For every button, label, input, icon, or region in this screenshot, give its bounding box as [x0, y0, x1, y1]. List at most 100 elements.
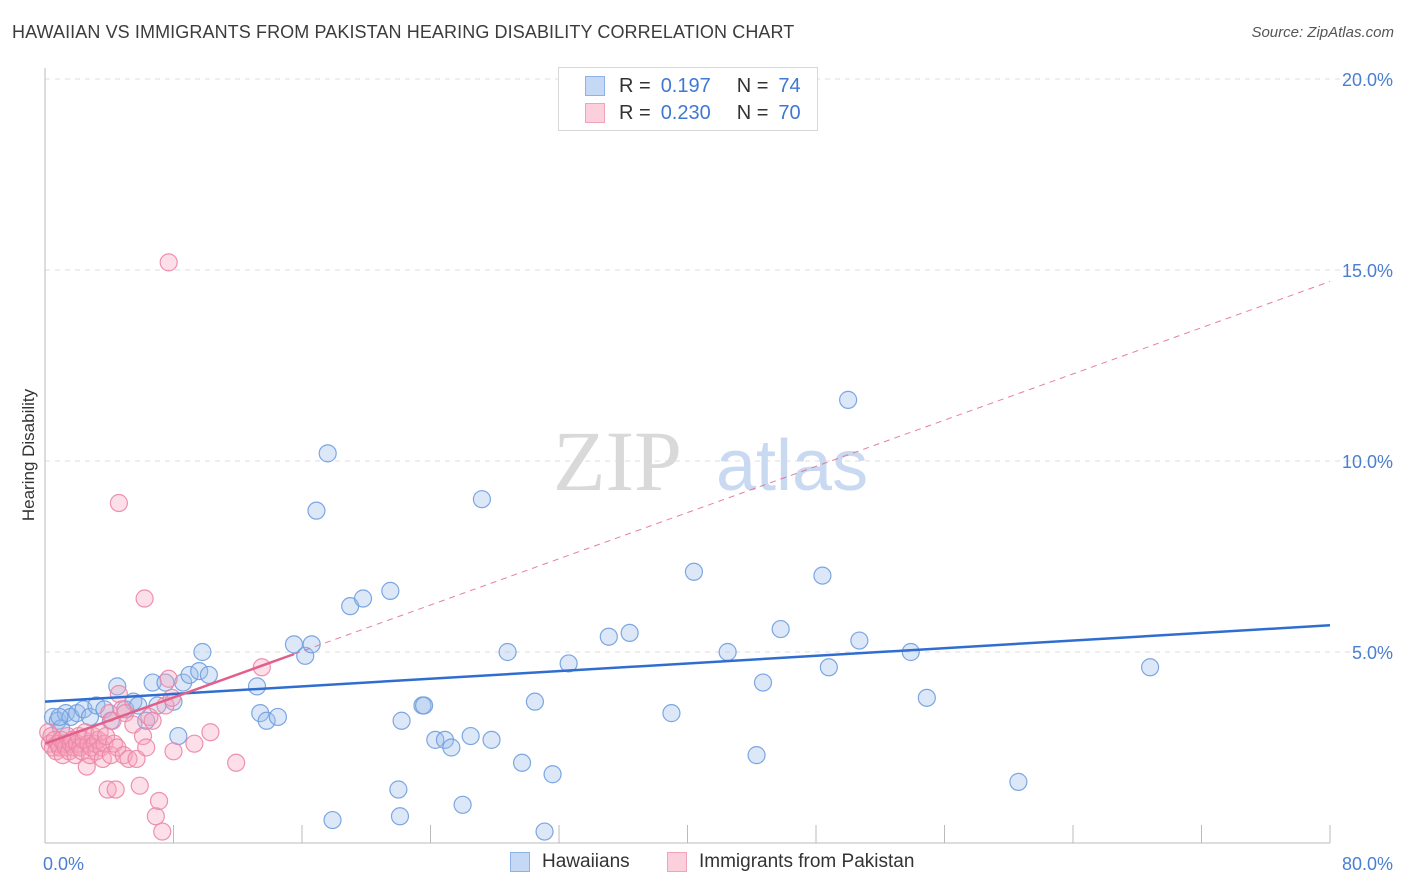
legend-n-value: 70 [778, 101, 801, 124]
pakistan-point [108, 738, 127, 757]
trend-lines [44, 280, 1331, 745]
hawaiians-point [559, 654, 578, 673]
hawaiians-point [535, 822, 554, 841]
hawaiians-point [442, 738, 461, 757]
legend-n-label: N = [736, 101, 769, 124]
hawaiians-point [543, 765, 562, 784]
x-tick-label: 80.0% [1342, 854, 1393, 874]
hawaiians-point [247, 677, 267, 696]
bottom-legend-label: Immigrants from Pakistan [699, 851, 915, 872]
hawaiians-point [747, 746, 766, 765]
hawaiians-point [512, 753, 532, 772]
hawaiians-point [771, 619, 790, 639]
watermark-atlas: atlas [716, 426, 868, 506]
hawaiians-point [414, 696, 434, 715]
hawaiians-point [850, 631, 869, 650]
hawaiians-point [307, 501, 326, 520]
legend-r-label: R = [619, 101, 651, 124]
pakistan-point [133, 726, 153, 746]
hawaiians-point [662, 704, 681, 723]
pakistan-point [146, 807, 165, 826]
hawaiians-point [169, 726, 188, 746]
watermark-zip: ZIP [553, 413, 682, 509]
hawaiians-point [453, 795, 472, 814]
pakistan-point [159, 669, 178, 688]
pakistan-point [135, 589, 154, 608]
hawaiians-point [284, 635, 304, 654]
hawaiians-point [174, 673, 193, 692]
hawaiians-point [318, 444, 337, 463]
hawaiians-point [392, 711, 411, 730]
legend-swatch-pink [585, 103, 605, 123]
hawaiians-point [389, 780, 408, 799]
pakistan-point [137, 738, 156, 757]
bottom-legend-swatch-blue [510, 852, 530, 872]
hawaiians-point [599, 627, 618, 646]
hawaiians-point [917, 688, 936, 707]
pakistan-point [143, 711, 162, 730]
hawaiians-point [684, 562, 704, 581]
hawaiians-point [435, 730, 455, 749]
pakistan-point [109, 493, 128, 513]
hawaiians-point [323, 810, 342, 830]
hawaiians-point [193, 642, 212, 662]
tick-labels: 5.0% 10.0% 15.0% 20.0% 0.0% 80.0% [43, 70, 1393, 874]
chart-title: HAWAIIAN VS IMMIGRANTS FROM PAKISTAN HEA… [12, 22, 795, 42]
pakistan-point [149, 791, 169, 811]
hawaiians-point [190, 661, 209, 681]
bottom-legend-label: Hawaiians [542, 851, 630, 872]
hawaiians-point [108, 677, 127, 696]
hawaiians-point [620, 623, 639, 643]
pakistan-point [159, 253, 178, 272]
hawaiians-point [199, 665, 218, 685]
legend-swatch-blue [585, 76, 605, 96]
hawaiians-point [50, 707, 69, 727]
pakistan-point [201, 723, 220, 742]
hawaiians-point [482, 730, 501, 749]
hawaiians-point [353, 589, 373, 608]
bottom-legend-hawaiians: Hawaiians [510, 851, 630, 873]
axes [44, 68, 1331, 844]
pakistan-point [164, 742, 183, 761]
pakistan-point [130, 776, 149, 795]
bottom-legend-pakistan: Immigrants from Pakistan [667, 851, 914, 873]
hawaiians-point [819, 658, 838, 677]
pakistan-point [185, 734, 204, 753]
hawaiians-trend-line [44, 624, 1331, 703]
pakistan-point [227, 753, 246, 772]
legend-n-label: N = [736, 74, 769, 97]
x-tick-label: 0.0% [43, 854, 84, 874]
hawaiians-point [426, 730, 445, 749]
hawaiians-point [839, 390, 858, 409]
legend-row-hawaiians: R = 0.197 N = 74 [585, 74, 801, 98]
pakistan-points [39, 253, 271, 841]
hawaiians-point [390, 807, 410, 826]
hawaiians-point [257, 711, 276, 730]
y-tick-label: 15.0% [1342, 261, 1393, 281]
hawaiians-point [718, 642, 737, 662]
hawaiians-point [180, 665, 199, 685]
hawaiians-point [461, 726, 480, 746]
pakistan-point [101, 746, 120, 765]
hawaiians-point [268, 707, 288, 727]
hawaiians-point [296, 646, 315, 665]
legend-row-pakistan: R = 0.230 N = 70 [585, 101, 801, 125]
pakistan-trend-line-dashed [293, 280, 1331, 655]
y-tick-label: 5.0% [1352, 643, 1393, 663]
source-label: Source: ZipAtlas.com [1251, 24, 1394, 41]
pakistan-point [106, 780, 125, 799]
y-tick-label: 10.0% [1342, 452, 1393, 472]
hawaiians-point [251, 704, 270, 723]
hawaiians-point [753, 673, 773, 692]
legend-n-value: 74 [778, 74, 801, 97]
legend-r-label: R = [619, 74, 651, 97]
hawaiians-points [43, 390, 1160, 841]
hawaiians-point [381, 581, 400, 600]
hawaiians-point [525, 692, 545, 711]
y-tick-label: 20.0% [1342, 70, 1393, 90]
legend-r-value: 0.197 [660, 74, 711, 97]
hawaiians-point [1140, 658, 1160, 677]
hawaiians-point [472, 490, 491, 509]
hawaiians-point [813, 566, 832, 585]
watermark: ZIP atlas [553, 413, 868, 509]
